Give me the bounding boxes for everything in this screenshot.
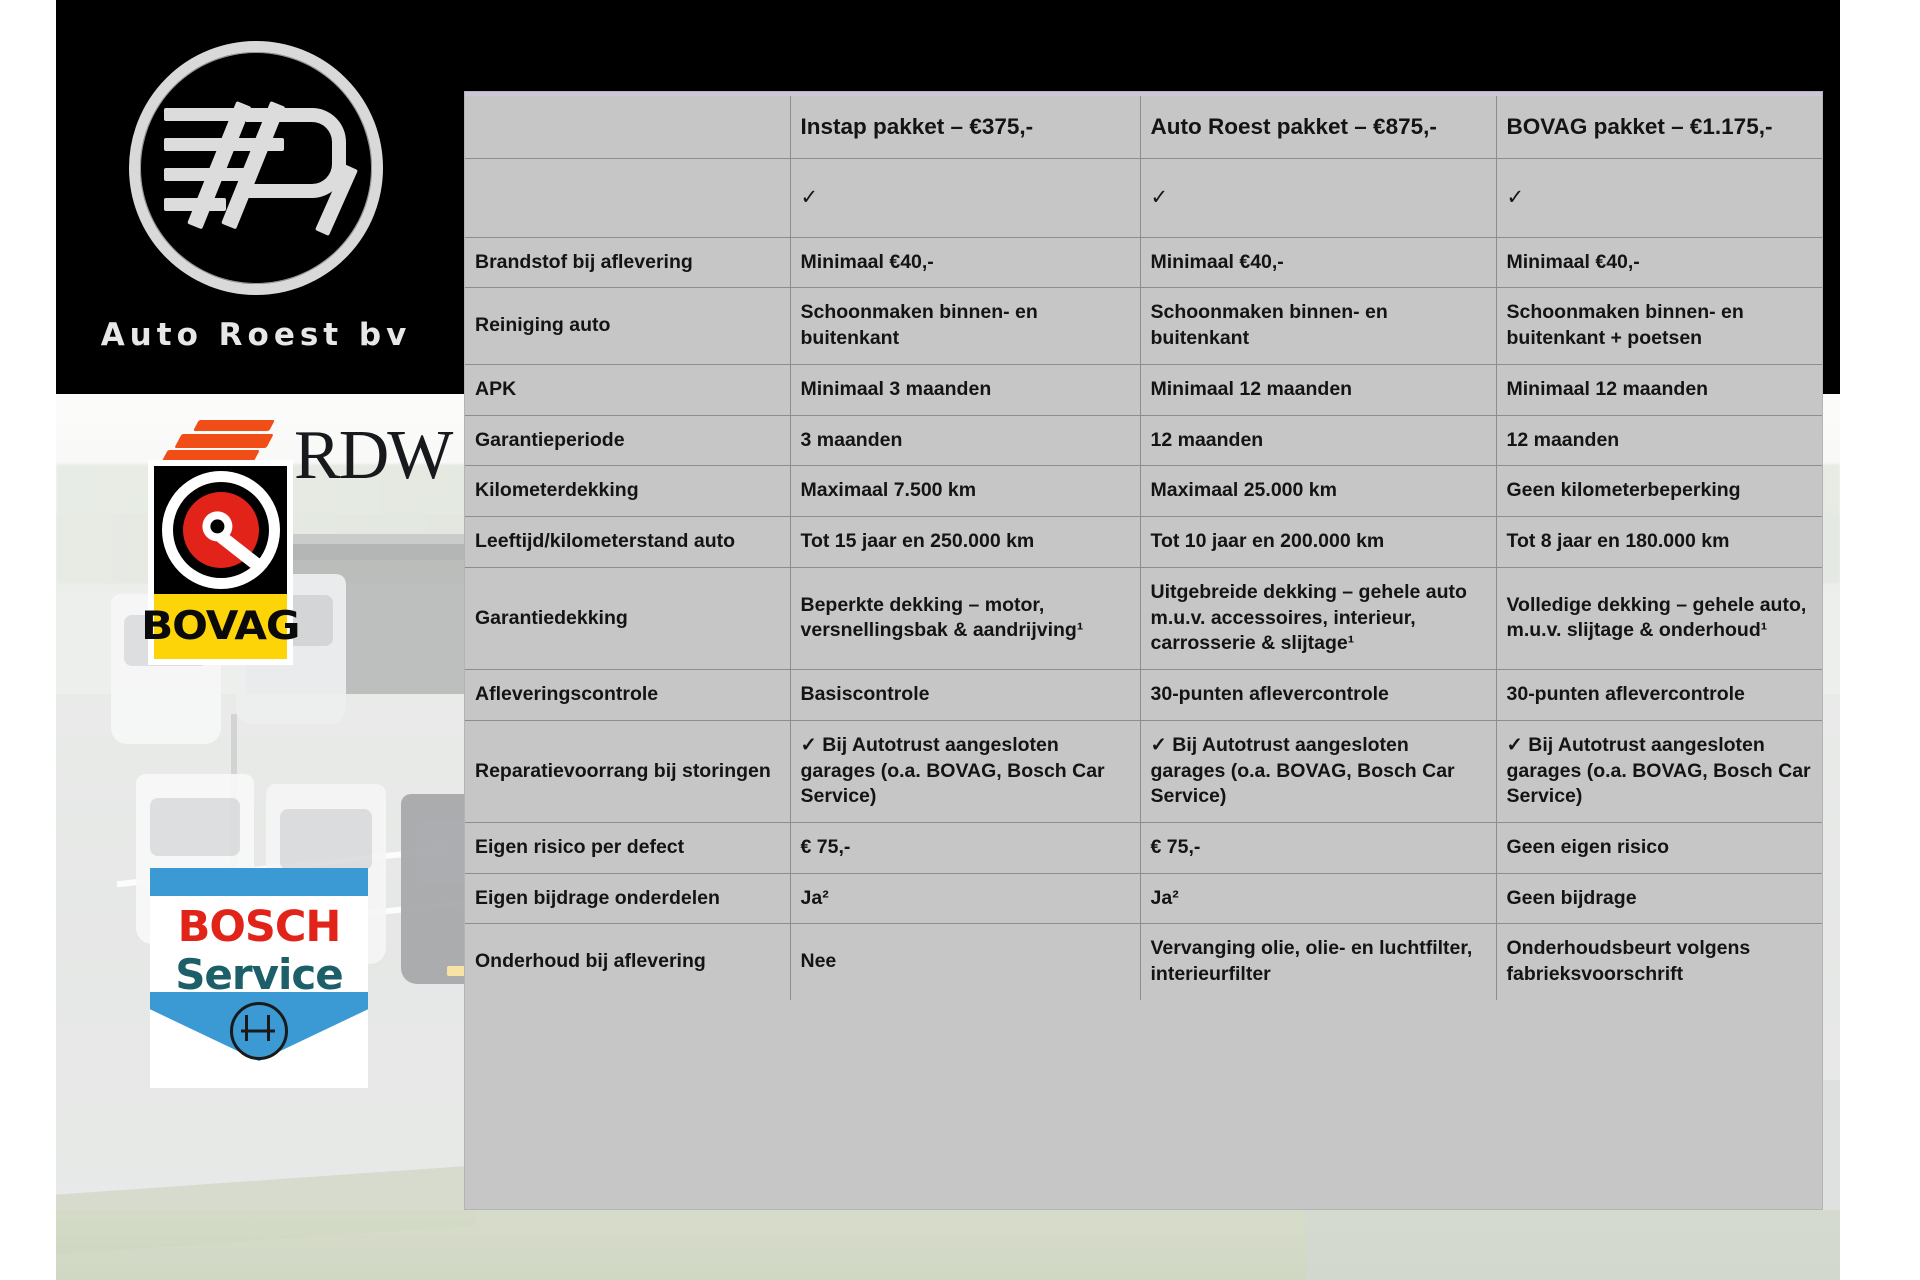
- table-row: Eigen risico per defect € 75,- € 75,- Ge…: [465, 822, 1822, 874]
- table-check-row: ✓ ✓ ✓: [465, 158, 1822, 238]
- cell-auto-roest: Vervanging olie, olie- en luchtfilter, i…: [1140, 923, 1497, 1000]
- table-row: Garantiedekking Beperkte dekking – motor…: [465, 567, 1822, 671]
- table-row: Reparatievoorrang bij storingen ✓ Bij Au…: [465, 720, 1822, 823]
- row-label: APK: [465, 364, 791, 416]
- cell-bovag: Tot 8 jaar en 180.000 km: [1496, 516, 1822, 568]
- rdw-wordmark: RDW: [294, 417, 453, 494]
- cell-auto-roest: 30-punten aflevercontrole: [1140, 669, 1497, 721]
- cell-instap: Minimaal €40,-: [790, 237, 1141, 289]
- cell-auto-roest: Minimaal €40,-: [1140, 237, 1497, 289]
- table-row: Afleveringscontrole Basiscontrole 30-pun…: [465, 669, 1822, 721]
- cell-bovag: 12 maanden: [1496, 415, 1822, 467]
- bovag-wordmark-band: BOVAG: [141, 594, 301, 659]
- bosch-wordmark: BOSCH: [177, 902, 342, 952]
- header-feature: [465, 91, 791, 159]
- rdw-logo: RDW: [140, 392, 460, 520]
- row-label: Kilometerdekking: [465, 465, 791, 518]
- row-label: Brandstof bij aflevering: [465, 237, 791, 289]
- cell-auto-roest: Tot 10 jaar en 200.000 km: [1140, 516, 1497, 568]
- header-auto-roest-pakket: Auto Roest pakket – €875,-: [1140, 91, 1497, 159]
- cell-bovag: Geen kilometerbeperking: [1496, 465, 1822, 518]
- cell-instap: 3 maanden: [790, 415, 1141, 467]
- cell-bovag: Schoonmaken binnen- en buitenkant + poet…: [1496, 287, 1822, 365]
- cell-bovag: Geen eigen risico: [1496, 822, 1822, 874]
- bosch-armature-icon: [230, 1002, 288, 1060]
- table-row: Leeftijd/kilometerstand auto Tot 15 jaar…: [465, 516, 1822, 568]
- cell-auto-roest: Maximaal 25.000 km: [1140, 465, 1497, 518]
- table-row: Garantieperiode 3 maanden 12 maanden 12 …: [465, 415, 1822, 467]
- table-row: Brandstof bij aflevering Minimaal €40,- …: [465, 237, 1822, 289]
- cell-instap: Tot 15 jaar en 250.000 km: [790, 516, 1141, 568]
- row-label: Onderhoud bij aflevering: [465, 923, 791, 1000]
- cell-bovag: Onderhoudsbeurt volgens fabrieksvoorschr…: [1506, 937, 1751, 986]
- cell-auto-roest: Schoonmaken binnen- en buitenkant: [1140, 287, 1497, 365]
- header-bovag-pakket: BOVAG pakket – €1.175,-: [1496, 91, 1822, 159]
- auto-roest-wordmark: Auto Roest bv: [100, 317, 412, 353]
- row-label: Eigen bijdrage onderdelen: [465, 873, 791, 925]
- check-row-label: [465, 158, 791, 238]
- check-icon-bovag: ✓: [1496, 158, 1822, 238]
- table-row: Kilometerdekking Maximaal 7.500 km Maxim…: [465, 465, 1822, 518]
- cell-instap: € 75,-: [790, 822, 1141, 874]
- row-label: Reiniging auto: [465, 287, 791, 365]
- table-row: Reiniging auto Schoonmaken binnen- en bu…: [465, 287, 1822, 365]
- bosch-service-wordmark: Service: [175, 950, 344, 999]
- cell-bovag: Minimaal 12 maanden: [1496, 364, 1822, 416]
- row-label: Reparatievoorrang bij storingen: [465, 720, 791, 823]
- cell-instap: Maximaal 7.500 km: [790, 465, 1141, 518]
- bovag-target-icon: [154, 466, 287, 594]
- auto-roest-logo: Auto Roest bv: [56, 0, 456, 394]
- check-icon-auto-roest: ✓: [1140, 158, 1497, 238]
- cell-auto-roest: 12 maanden: [1140, 415, 1497, 467]
- bosch-top-band: [150, 868, 368, 896]
- row-label: Garantieperiode: [465, 415, 791, 467]
- row-label: Garantiedekking: [465, 567, 791, 671]
- cell-auto-roest: Ja²: [1140, 873, 1497, 925]
- table-row: APK Minimaal 3 maanden Minimaal 12 maand…: [465, 364, 1822, 416]
- cell-instap: Beperkte dekking – motor, versnellingsba…: [790, 567, 1141, 671]
- cell-bovag: ✓ Bij Autotrust aangesloten garages (o.a…: [1496, 720, 1822, 823]
- cell-instap: Ja²: [790, 873, 1141, 925]
- cell-bovag: 30-punten aflevercontrole: [1496, 669, 1822, 721]
- cell-auto-roest: Uitgebreide dekking – gehele auto m.u.v.…: [1140, 567, 1497, 671]
- cell-auto-roest: € 75,-: [1140, 822, 1497, 874]
- auto-roest-mark-icon: [129, 41, 383, 295]
- row-label: Eigen risico per defect: [465, 822, 791, 874]
- cell-instap: ✓ Bij Autotrust aangesloten garages (o.a…: [790, 720, 1141, 823]
- cell-auto-roest: ✓ Bij Autotrust aangesloten garages (o.a…: [1140, 720, 1497, 823]
- cell-instap: Schoonmaken binnen- en buitenkant: [790, 287, 1141, 365]
- bovag-logo: BOVAG: [141, 460, 301, 665]
- row-label: Leeftijd/kilometerstand auto: [465, 516, 791, 568]
- bosch-service-logo: BOSCH Service: [150, 868, 368, 1088]
- cell-bovag: Geen bijdrage: [1496, 873, 1822, 925]
- table-row: Onderhoud bij aflevering Nee Vervanging …: [465, 923, 1822, 1000]
- table-row: Eigen bijdrage onderdelen Ja² Ja² Geen b…: [465, 873, 1822, 925]
- cell-instap: Basiscontrole: [790, 669, 1141, 721]
- table-header-row: Instap pakket – €375,- Auto Roest pakket…: [465, 91, 1822, 159]
- cell-instap: Minimaal 3 maanden: [790, 364, 1141, 416]
- bovag-wordmark: BOVAG: [141, 604, 300, 649]
- package-comparison-table: Instap pakket – €375,- Auto Roest pakket…: [465, 91, 1822, 1209]
- cell-bovag: Minimaal €40,-: [1496, 237, 1822, 289]
- header-instap-pakket: Instap pakket – €375,-: [790, 91, 1141, 159]
- check-icon-instap: ✓: [790, 158, 1141, 238]
- cell-bovag: Volledige dekking – gehele auto, m.u.v. …: [1496, 567, 1822, 671]
- row-label: Afleveringscontrole: [465, 669, 791, 721]
- cell-auto-roest: Minimaal 12 maanden: [1140, 364, 1497, 416]
- cell-instap: Nee: [790, 923, 1141, 1000]
